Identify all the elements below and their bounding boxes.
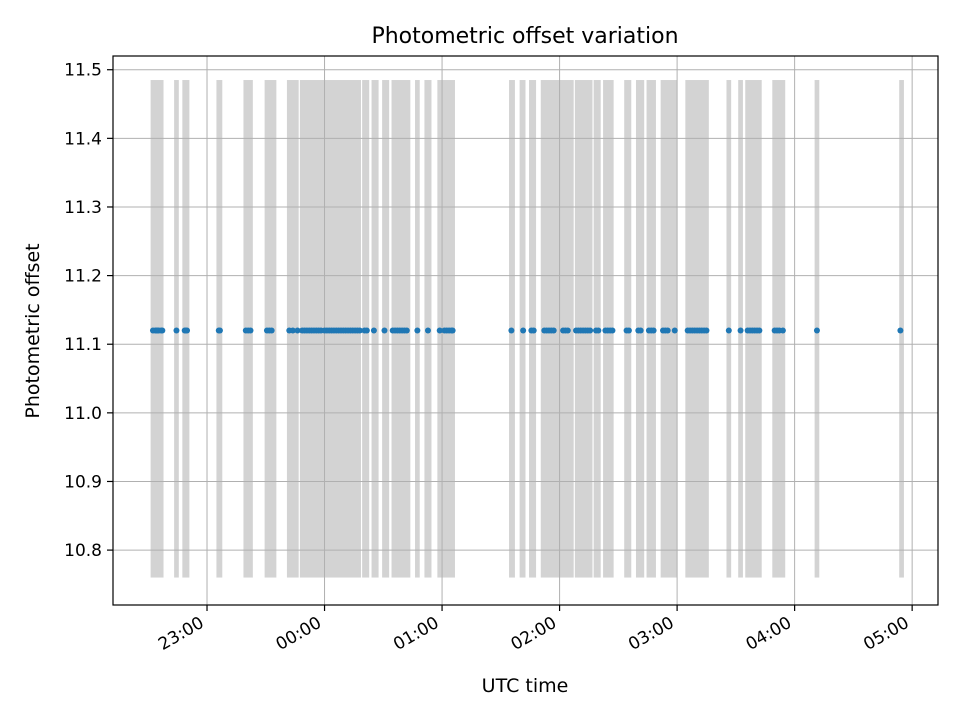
x-axis-title: UTC time bbox=[482, 675, 569, 697]
chart-title: Photometric offset variation bbox=[371, 24, 678, 49]
data-point bbox=[609, 327, 616, 334]
y-axis: 10.8 10.9 11.0 11.1 11.2 11.3 11.4 11.5 bbox=[64, 61, 113, 561]
y-tick-label: 11.4 bbox=[64, 129, 102, 149]
data-point bbox=[779, 327, 786, 334]
y-axis-title: Photometric offset bbox=[22, 243, 44, 418]
data-point bbox=[449, 327, 456, 334]
data-point bbox=[370, 327, 377, 334]
data-point bbox=[737, 327, 744, 334]
data-point bbox=[381, 327, 388, 334]
data-point bbox=[725, 327, 732, 334]
data-point bbox=[403, 327, 410, 334]
y-tick-label: 11.1 bbox=[64, 335, 102, 355]
y-tick-label: 11.3 bbox=[64, 198, 102, 218]
y-tick-label: 11.0 bbox=[64, 404, 102, 424]
data-point bbox=[530, 327, 537, 334]
data-point bbox=[268, 327, 275, 334]
data-point bbox=[625, 327, 632, 334]
data-point bbox=[289, 327, 296, 334]
grid bbox=[113, 56, 938, 605]
y-tick-label: 11.2 bbox=[64, 267, 102, 287]
data-point bbox=[173, 327, 180, 334]
data-point bbox=[564, 327, 571, 334]
data-point bbox=[294, 327, 301, 334]
data-point bbox=[671, 327, 678, 334]
data-point bbox=[159, 327, 166, 334]
data-point bbox=[550, 327, 557, 334]
data-point bbox=[424, 327, 431, 334]
y-tick-label: 10.9 bbox=[64, 472, 102, 492]
data-point bbox=[508, 327, 515, 334]
data-point bbox=[664, 327, 671, 334]
data-point bbox=[813, 327, 820, 334]
data-point bbox=[897, 327, 904, 334]
y-tick-label: 11.5 bbox=[64, 61, 102, 81]
data-point bbox=[650, 327, 657, 334]
data-point bbox=[414, 327, 421, 334]
data-point bbox=[703, 327, 710, 334]
data-points bbox=[149, 327, 904, 334]
data-point bbox=[520, 327, 527, 334]
data-point bbox=[756, 327, 763, 334]
data-point bbox=[436, 327, 443, 334]
y-tick-label: 10.8 bbox=[64, 541, 102, 561]
data-point bbox=[587, 327, 594, 334]
data-point bbox=[595, 327, 602, 334]
data-point bbox=[216, 327, 223, 334]
data-point bbox=[363, 327, 370, 334]
data-point bbox=[184, 327, 191, 334]
plot-frame bbox=[112, 55, 939, 606]
data-point bbox=[637, 327, 644, 334]
data-point bbox=[356, 327, 363, 334]
data-point bbox=[247, 327, 254, 334]
